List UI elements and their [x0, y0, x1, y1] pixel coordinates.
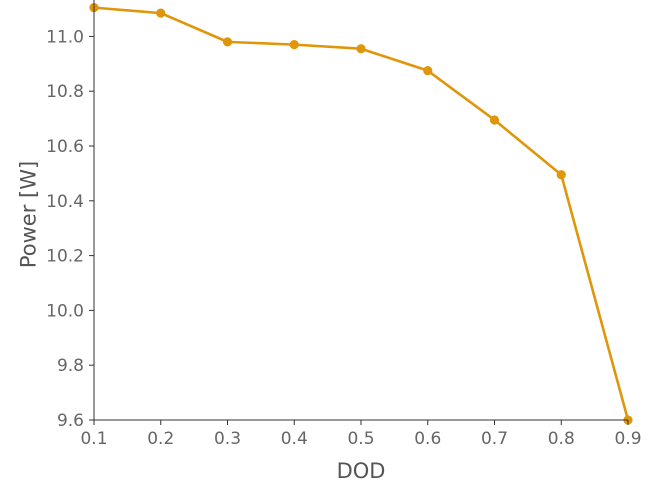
x-axis-ticks: 0.1 0.2 0.3 0.4 0.5 0.6 0.7 0.8 0.9: [80, 420, 642, 449]
data-point: [423, 66, 433, 76]
x-tick-label: 0.3: [214, 429, 241, 449]
y-tick-label: 10.4: [46, 192, 84, 212]
x-tick-label: 0.1: [80, 429, 107, 449]
y-tick-label: 10.8: [46, 82, 84, 102]
y-tick-label: 10.2: [46, 247, 84, 267]
x-tick-label: 0.6: [414, 429, 441, 449]
y-tick-label: 9.8: [57, 356, 84, 376]
y-tick-label: 11.0: [46, 27, 84, 47]
x-tick-label: 0.8: [548, 429, 575, 449]
y-tick-label: 10.6: [46, 137, 84, 157]
data-point: [489, 115, 500, 125]
x-tick-label: 0.5: [347, 429, 374, 449]
y-tick-label: 9.6: [57, 411, 84, 431]
x-tick-label: 0.7: [481, 429, 508, 449]
y-axis-ticks: 9.6 9.8 10.0 10.2 10.4 10.6 10.8 11.0: [46, 27, 94, 431]
x-tick-label: 0.4: [281, 429, 308, 449]
x-tick-label: 0.2: [147, 429, 174, 449]
data-point: [289, 40, 299, 50]
data-point: [356, 44, 366, 54]
x-axis-label: DOD: [337, 459, 386, 483]
plot-area: [89, 3, 633, 425]
y-tick-label: 10.0: [46, 301, 84, 321]
data-point: [222, 37, 233, 47]
axes: [93, 0, 628, 421]
data-point: [556, 170, 566, 180]
x-tick-label: 0.9: [614, 429, 641, 449]
y-axis-label: Power [W]: [16, 161, 40, 268]
series-line: [92, 6, 630, 422]
data-point: [156, 8, 166, 18]
